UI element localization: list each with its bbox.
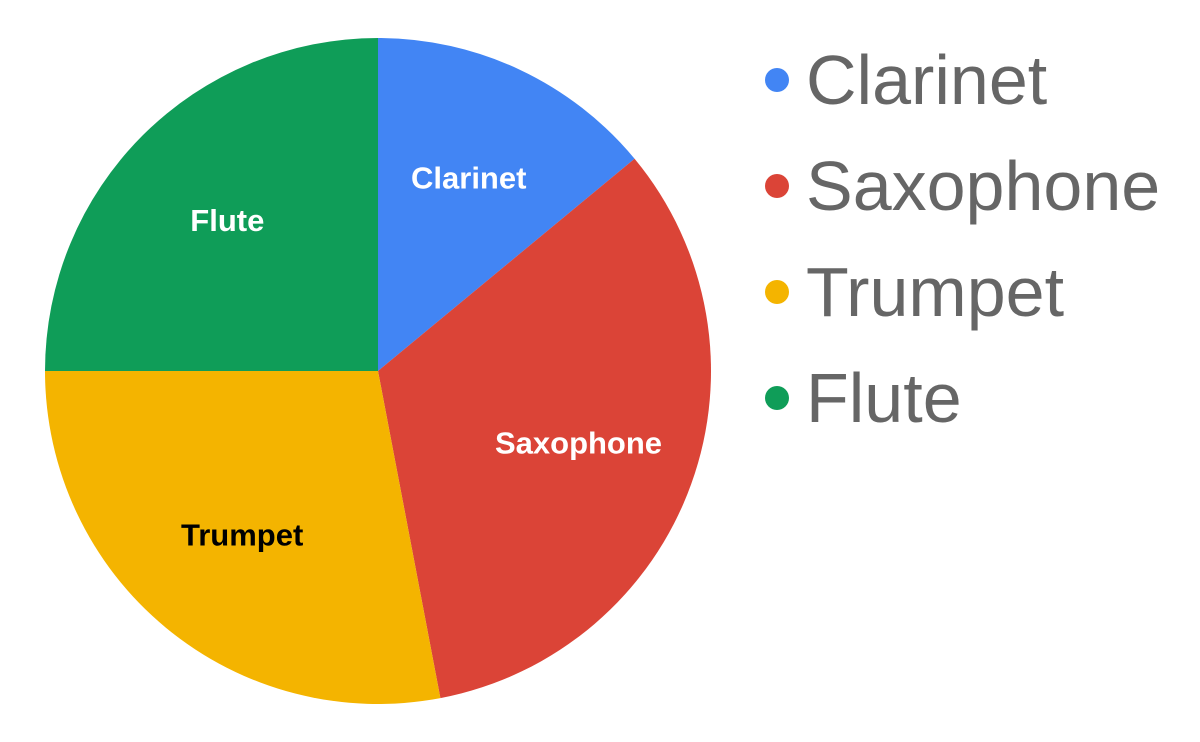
legend-label-trumpet: Trumpet — [806, 253, 1064, 331]
slice-label-flute: Flute — [190, 203, 264, 238]
slice-label-saxophone: Saxophone — [495, 426, 662, 461]
slice-flute[interactable] — [45, 38, 378, 371]
legend: Clarinet Saxophone Trumpet Flute — [765, 41, 1160, 437]
legend-label-saxophone: Saxophone — [806, 147, 1160, 225]
legend-item-saxophone[interactable]: Saxophone — [765, 147, 1160, 225]
slice-trumpet[interactable] — [45, 371, 441, 704]
legend-item-clarinet[interactable]: Clarinet — [765, 41, 1047, 119]
legend-item-flute[interactable]: Flute — [765, 359, 962, 437]
slices — [45, 38, 711, 704]
legend-label-flute: Flute — [806, 359, 962, 437]
slice-label-trumpet: Trumpet — [181, 518, 303, 553]
slice-label-clarinet: Clarinet — [411, 161, 526, 196]
legend-marker-trumpet — [765, 280, 789, 304]
slice-saxophone[interactable] — [378, 158, 711, 699]
legend-marker-clarinet — [765, 68, 789, 92]
legend-item-trumpet[interactable]: Trumpet — [765, 253, 1064, 331]
slice-labels: Clarinet Saxophone Trumpet Flute — [181, 161, 662, 553]
legend-marker-saxophone — [765, 174, 789, 198]
slice-clarinet[interactable] — [378, 38, 635, 371]
legend-label-clarinet: Clarinet — [806, 41, 1047, 119]
legend-marker-flute — [765, 386, 789, 410]
